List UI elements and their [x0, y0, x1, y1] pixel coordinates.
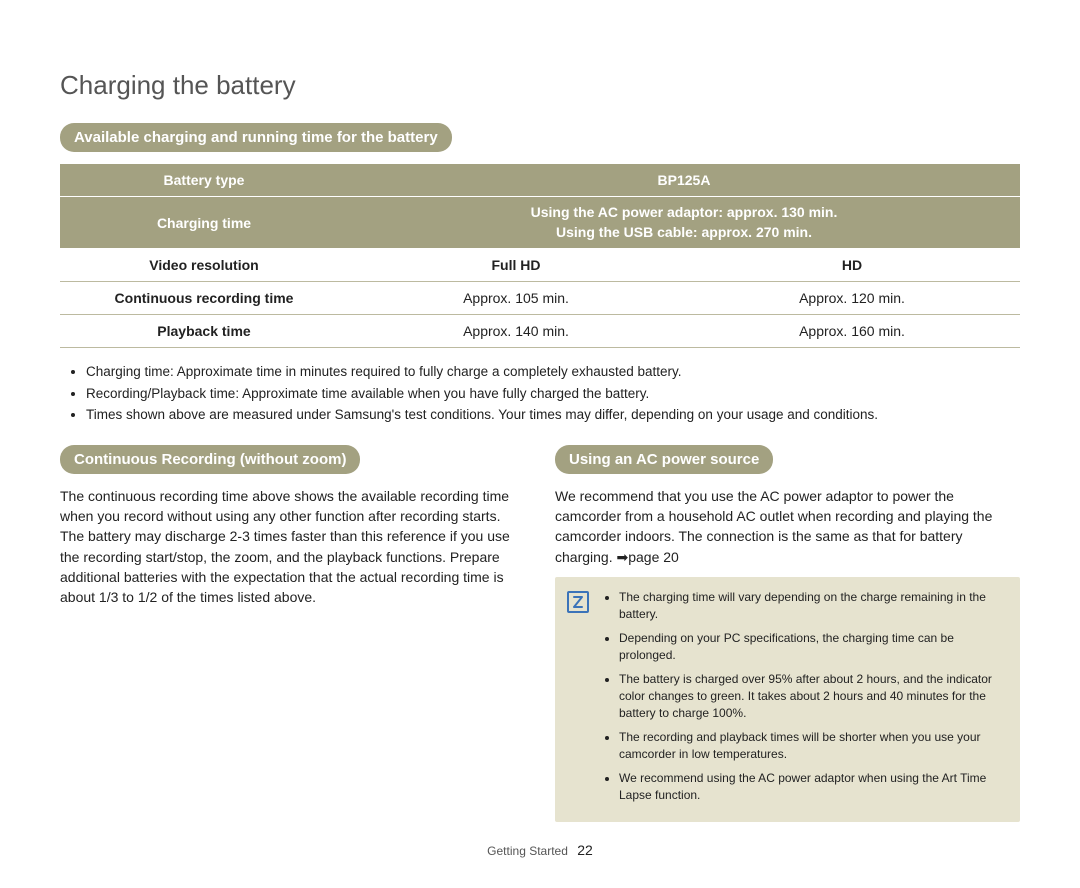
table-subhead-label: Video resolution	[60, 249, 348, 282]
table-row-cell: Approx. 120 min.	[684, 282, 1020, 315]
page-footer: Getting Started 22	[60, 842, 1020, 858]
left-column-body: The continuous recording time above show…	[60, 486, 525, 608]
section-heading-continuous-recording: Continuous Recording (without zoom)	[60, 445, 360, 474]
table-footnotes: Charging time: Approximate time in minut…	[60, 362, 1020, 425]
table-row-label: Continuous recording time	[60, 282, 348, 315]
left-column: Continuous Recording (without zoom) The …	[60, 445, 525, 822]
table-subhead-c1: Full HD	[348, 249, 684, 282]
info-box-item: The recording and playback times will be…	[619, 729, 1004, 764]
battery-spec-table: Battery type BP125A Charging time Using …	[60, 164, 1020, 348]
info-box-item: The charging time will vary depending on…	[619, 589, 1004, 624]
table-header-charging-time-value: Using the AC power adaptor: approx. 130 …	[348, 197, 1020, 249]
footer-page-number: 22	[577, 842, 593, 858]
table-header-battery-type-label: Battery type	[60, 164, 348, 197]
table-row-label: Playback time	[60, 315, 348, 348]
table-header-charging-time-label: Charging time	[60, 197, 348, 249]
footnote-item: Charging time: Approximate time in minut…	[86, 362, 1020, 382]
section-heading-ac-power: Using an AC power source	[555, 445, 773, 474]
right-column: Using an AC power source We recommend th…	[555, 445, 1020, 822]
table-row-cell: Approx. 140 min.	[348, 315, 684, 348]
footnote-item: Recording/Playback time: Approximate tim…	[86, 384, 1020, 404]
note-icon	[567, 591, 589, 613]
right-column-body: We recommend that you use the AC power a…	[555, 486, 1020, 567]
table-header-battery-type-value: BP125A	[348, 164, 1020, 197]
two-column-layout: Continuous Recording (without zoom) The …	[60, 445, 1020, 822]
table-row-cell: Approx. 160 min.	[684, 315, 1020, 348]
footer-section-label: Getting Started	[487, 844, 568, 858]
table-subhead-c2: HD	[684, 249, 1020, 282]
info-box-list: The charging time will vary depending on…	[601, 589, 1004, 810]
info-box-item: We recommend using the AC power adaptor …	[619, 770, 1004, 805]
page-container: Charging the battery Available charging …	[0, 0, 1080, 888]
info-box-item: Depending on your PC specifications, the…	[619, 630, 1004, 665]
table-row-cell: Approx. 105 min.	[348, 282, 684, 315]
page-title: Charging the battery	[60, 70, 1020, 101]
footnote-item: Times shown above are measured under Sam…	[86, 405, 1020, 425]
section-heading-charging-time: Available charging and running time for …	[60, 123, 452, 152]
info-box: The charging time will vary depending on…	[555, 577, 1020, 822]
info-box-item: The battery is charged over 95% after ab…	[619, 671, 1004, 723]
